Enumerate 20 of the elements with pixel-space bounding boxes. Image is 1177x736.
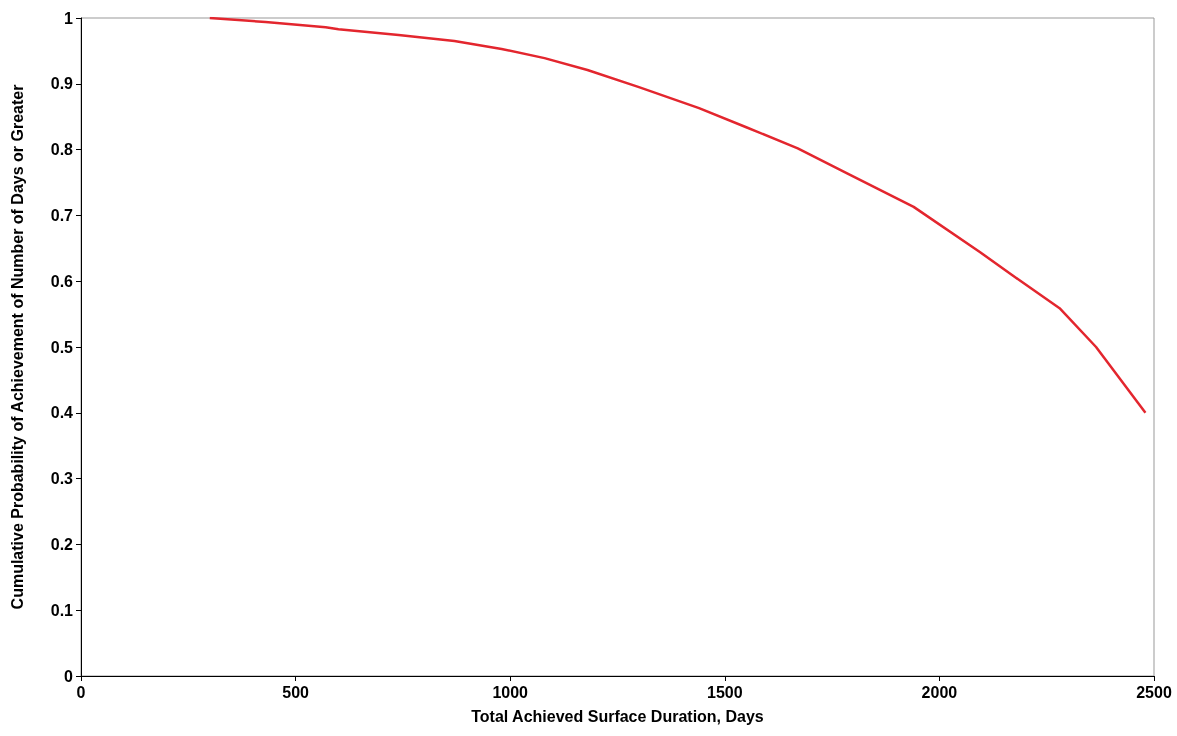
y-tick-label: 0.5 [50, 338, 74, 356]
y-tick-label: 0.3 [50, 470, 74, 488]
y-tick-label: 0.8 [50, 141, 74, 159]
y-tick-label: 0.6 [50, 272, 74, 290]
x-tick-label: 2500 [1136, 683, 1172, 701]
x-tick-label: 500 [282, 683, 310, 701]
y-tick-label: 0.2 [50, 535, 74, 553]
y-axis-title: Cumulative Probability of Achievement of Number of Days or Greater [8, 84, 26, 610]
y-tick-label: 0.4 [50, 404, 74, 422]
x-axis-title: Total Achieved Surface Duration, Days [471, 707, 764, 725]
x-tick-label: 0 [76, 683, 86, 701]
y-tick-label: 0 [64, 667, 74, 685]
x-tick-label: 2000 [921, 683, 958, 701]
x-tick-label: 1000 [492, 683, 529, 701]
x-tick-label: 1500 [707, 683, 743, 701]
y-tick-label: 0.9 [50, 75, 74, 93]
y-tick-label: 0.7 [50, 206, 74, 224]
y-tick-label: 0.1 [50, 601, 74, 619]
y-tick-label: 1 [64, 9, 74, 27]
line-series [208, 16, 1147, 415]
